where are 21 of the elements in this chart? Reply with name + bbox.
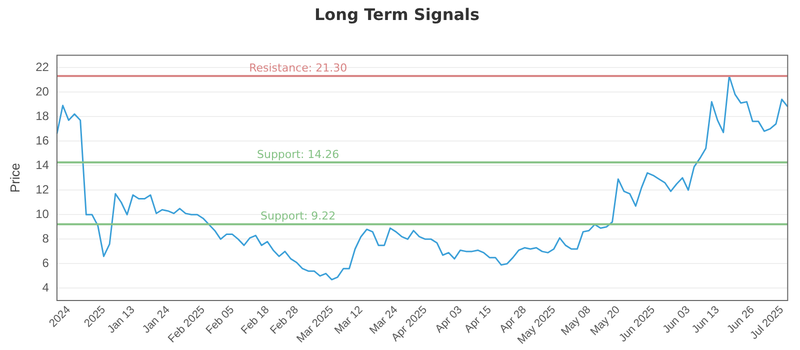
x-tick-label: Apr 03 xyxy=(433,304,465,336)
y-tick-label: 16 xyxy=(36,133,50,148)
ref-line-label: Support: 14.26 xyxy=(256,148,340,161)
y-tick-label: 6 xyxy=(42,256,50,270)
y-tick-label: 20 xyxy=(36,84,50,98)
y-tick-label: 14 xyxy=(36,158,50,172)
ref-line-label: Resistance: 21.30 xyxy=(249,61,348,74)
y-tick-label: 18 xyxy=(36,108,50,123)
chart-title: Long Term Signals xyxy=(314,4,480,24)
y-tick-label: 22 xyxy=(36,60,50,74)
y-tick-label: 12 xyxy=(36,182,50,196)
y-tick-label: 4 xyxy=(42,280,50,295)
x-tick-label: Feb 28 xyxy=(268,304,301,337)
x-tick-label: Feb 05 xyxy=(204,304,237,337)
x-tick-label: Mar 12 xyxy=(332,304,366,337)
y-tick-label: 8 xyxy=(42,231,50,246)
x-tick-label: Jan 13 xyxy=(105,304,138,336)
y-axis-title: Price xyxy=(7,163,22,193)
x-tick-label: Apr 15 xyxy=(462,304,494,336)
y-tick-label: 10 xyxy=(36,206,50,221)
ref-line-label: Support: 9.22 xyxy=(260,210,336,223)
